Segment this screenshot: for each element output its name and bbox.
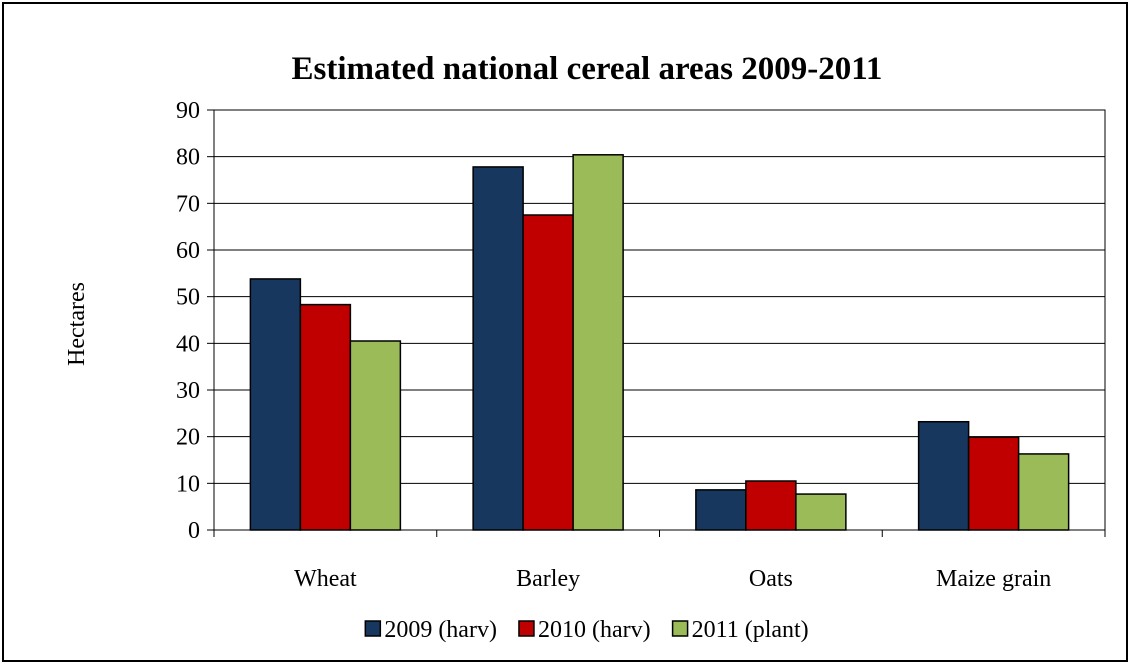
y-tick-label: 0 — [188, 518, 200, 544]
legend-label: 2009 (harv) — [384, 617, 497, 643]
legend-swatch — [671, 620, 689, 637]
bar-chart: Estimated national cereal areas 2009-201… — [64, 51, 1106, 643]
legend-swatch — [364, 620, 382, 637]
bar — [349, 340, 402, 531]
y-axis-label: Hectares — [64, 282, 90, 366]
bar — [522, 214, 574, 531]
legend: 2009 (harv) 2010 (harv) 2011 (plant) — [364, 617, 809, 643]
y-tick-label: 30 — [176, 378, 200, 404]
y-tick-label: 90 — [176, 98, 200, 124]
bar — [795, 493, 847, 531]
bar — [917, 420, 970, 531]
bar — [572, 154, 624, 531]
legend-label: 2011 (plant) — [692, 617, 809, 643]
y-tick-label: 60 — [176, 238, 200, 264]
x-category-label: Wheat — [294, 566, 357, 592]
chart-title: Estimated national cereal areas 2009-201… — [292, 51, 883, 87]
y-tick-label: 40 — [176, 331, 200, 357]
bar — [1017, 453, 1070, 531]
y-tick-label: 80 — [176, 145, 200, 171]
y-tick-label: 10 — [176, 471, 200, 497]
bar — [299, 303, 352, 531]
bar — [967, 436, 1020, 531]
bars — [249, 154, 1070, 531]
axes: 0 10 20 30 40 50 60 70 80 90 Wheat Barley Oats Maize … — [176, 98, 1106, 592]
bar — [472, 166, 524, 531]
bar — [249, 278, 302, 531]
x-category-label: Maize grain — [936, 566, 1051, 592]
legend-swatch — [518, 620, 535, 637]
bar — [745, 480, 797, 531]
legend-label: 2010 (harv) — [538, 617, 651, 643]
x-category-label: Barley — [516, 566, 580, 592]
x-category-label: Oats — [749, 566, 793, 592]
y-tick-label: 70 — [176, 191, 200, 217]
y-tick-label: 20 — [176, 425, 200, 451]
y-tick-label: 50 — [176, 285, 200, 311]
bar — [695, 489, 747, 531]
